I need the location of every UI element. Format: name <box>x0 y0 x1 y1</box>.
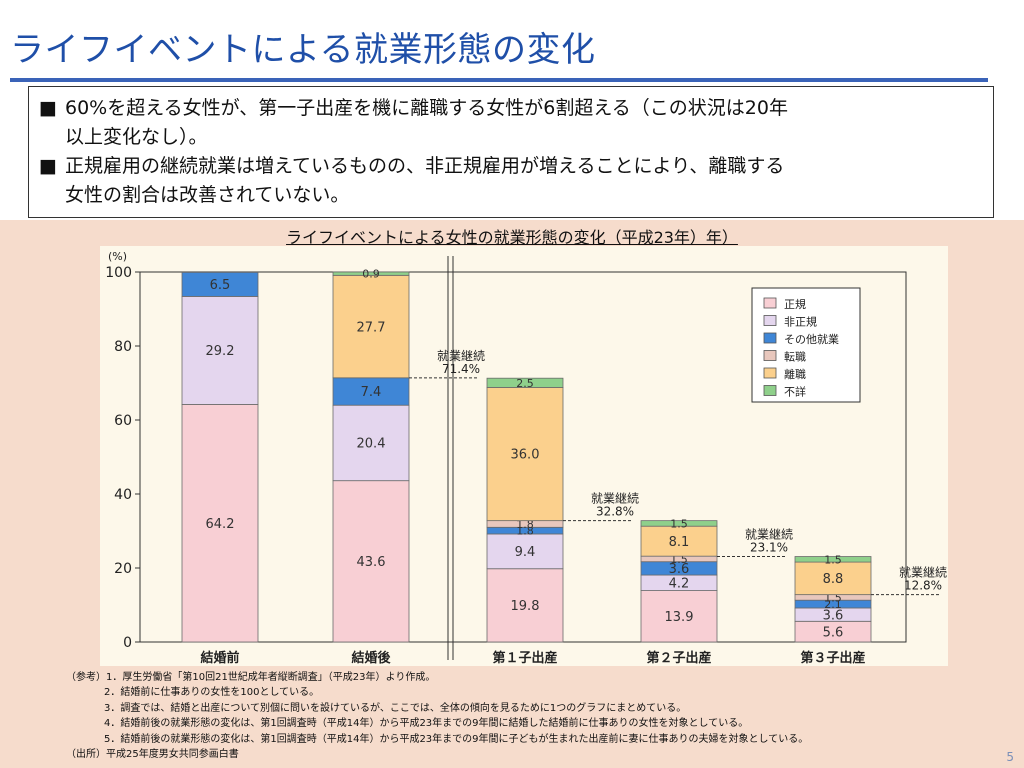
note-line: （参考）1．厚生労働省「第10回21世紀成年者縦断調査」（平成23年）より作成。 <box>66 672 436 683</box>
y-tick-label: 40 <box>114 487 132 503</box>
legend-label: 転職 <box>784 351 806 364</box>
legend-label: 離職 <box>784 367 806 381</box>
bullet-square-icon: ■ <box>39 97 57 119</box>
summary-bullet-2: ■ 正規雇用の継続就業は増えているものの、非正規雇用が増えることにより、離職する… <box>39 152 983 210</box>
annotation-value: 32.8% <box>596 505 634 519</box>
data-label: 8.8 <box>823 572 844 587</box>
legend-swatch <box>763 315 777 326</box>
legend-swatch <box>763 367 777 379</box>
legend-swatch <box>763 350 777 361</box>
note-line: 2．結婚前に仕事ありの女性を100としている。 <box>104 687 320 699</box>
summary-bullet-1-line2: 以上変化なし）。 <box>65 126 208 148</box>
bar-segment <box>486 568 564 643</box>
bar-segment <box>181 404 259 643</box>
x-category-label: 結婚後 <box>351 650 391 666</box>
data-label: 7.4 <box>361 385 382 400</box>
data-label: 36.0 <box>511 448 540 463</box>
bar-segment <box>181 296 259 405</box>
data-label: 1.5 <box>670 517 688 530</box>
data-label: 2.5 <box>516 377 534 390</box>
data-label: 1.5 <box>824 553 842 566</box>
y-tick-label: 60 <box>114 413 132 429</box>
annotation-value: 23.1% <box>750 541 788 555</box>
data-label: 3.6 <box>823 608 844 623</box>
annotation-value: 12.8% <box>904 579 942 593</box>
y-axis-unit: (%) <box>108 250 127 263</box>
data-label: 13.9 <box>665 610 694 625</box>
bar-segment <box>486 377 564 388</box>
data-label: 3.6 <box>669 562 690 577</box>
data-label: 19.8 <box>511 599 540 614</box>
bar-segment <box>640 520 718 527</box>
bar-segment <box>332 480 410 643</box>
data-label: 1.8 <box>516 525 534 538</box>
bar-segment <box>640 525 718 557</box>
legend-label: 非正規 <box>784 315 817 329</box>
annotation-label: 就業継続 <box>899 565 947 580</box>
data-label: 0.9 <box>362 268 380 281</box>
bar-segment <box>332 271 410 276</box>
legend-swatch <box>763 297 777 309</box>
x-category-label: 結婚前 <box>200 650 239 666</box>
title-divider <box>10 78 988 82</box>
data-label: 2.1 <box>824 598 842 611</box>
data-label: 8.1 <box>669 535 690 550</box>
page-number: 5 <box>1006 750 1014 764</box>
bar-segment <box>486 533 564 570</box>
data-label: 4.2 <box>669 576 690 591</box>
note-line: 4．結婚前後の就業形態の変化は、第1回調査時（平成14年）から平成23年までの9… <box>104 718 749 730</box>
annotation-label: 就業継続 <box>437 348 485 363</box>
chart-caption: ライフイベントによる女性の就業形態の変化（平成23年）年） <box>0 224 1024 248</box>
bar-segment <box>332 274 410 379</box>
source-line: （出所）平成25年度男女共同参画白書 <box>66 749 239 761</box>
x-category-label: 第２子出産 <box>646 650 711 666</box>
legend-label: 正規 <box>784 297 806 311</box>
bar-segment <box>794 556 872 563</box>
data-label: 6.5 <box>210 278 231 293</box>
bullet-square-icon: ■ <box>39 155 57 177</box>
x-category-label: 第１子出産 <box>492 650 557 666</box>
data-label: 9.4 <box>515 545 536 560</box>
note-line: 3．調査では、結婚と出産について別個に問いを設けているが、ここでは、全体の傾向を… <box>104 702 687 714</box>
annotation-label: 就業継続 <box>745 527 793 542</box>
y-tick-label: 80 <box>114 339 132 355</box>
summary-bullet-1: ■ 60%を超える女性が、第一子出産を機に離職する女性が6割超える（この状況は2… <box>39 94 983 152</box>
bar-segment <box>181 271 259 297</box>
bar-segment <box>486 387 564 522</box>
chart-caption-text: ライフイベントによる女性の就業形態の変化（平成23年）年） <box>286 228 738 247</box>
x-category-label: 第３子出産 <box>800 650 865 666</box>
y-tick-label: 20 <box>114 561 132 577</box>
data-label: 5.6 <box>823 625 844 640</box>
legend-swatch <box>763 332 777 344</box>
data-label: 27.7 <box>357 320 386 335</box>
data-label: 43.6 <box>357 555 386 570</box>
data-label: 1.8 <box>516 518 534 531</box>
annotation-label: 就業継続 <box>591 491 639 506</box>
summary-box: ■ 60%を超える女性が、第一子出産を機に離職する女性が6割超える（この状況は2… <box>28 86 994 218</box>
slide-title: ライフイベントによる就業形態の変化 <box>10 30 596 70</box>
annotation-value: 71.4% <box>442 362 480 376</box>
y-tick-label: 100 <box>105 265 132 281</box>
legend-label: 不詳 <box>784 385 806 399</box>
legend-label: その他就業 <box>784 332 839 346</box>
summary-bullet-2-line1: 正規雇用の継続就業は増えているものの、非正規雇用が増えることにより、離職する <box>65 155 785 177</box>
y-tick-label: 0 <box>123 635 132 651</box>
summary-bullet-2-line2: 女性の割合は改善されていない。 <box>65 184 350 206</box>
legend-swatch <box>763 385 777 396</box>
chart-notes: （参考）1．厚生労働省「第10回21世紀成年者縦断調査」（平成23年）より作成。… <box>66 670 996 762</box>
note-line: 5．結婚前後の就業形態の変化は、第1回調査時（平成14年）から平成23年までの9… <box>104 733 809 745</box>
data-label: 20.4 <box>357 437 386 452</box>
bar-segment <box>794 561 872 596</box>
stacked-bar-chart: 0 20 40 60 80 100 (%) 64.2 29.2 6.5 結婚前 43.6 20.4 7.4… <box>105 250 947 666</box>
data-label: 64.2 <box>206 517 235 532</box>
data-label: 29.2 <box>206 344 235 359</box>
summary-bullet-1-line1: 60%を超える女性が、第一子出産を機に離職する女性が6割超える（この状況は20年 <box>65 97 788 119</box>
